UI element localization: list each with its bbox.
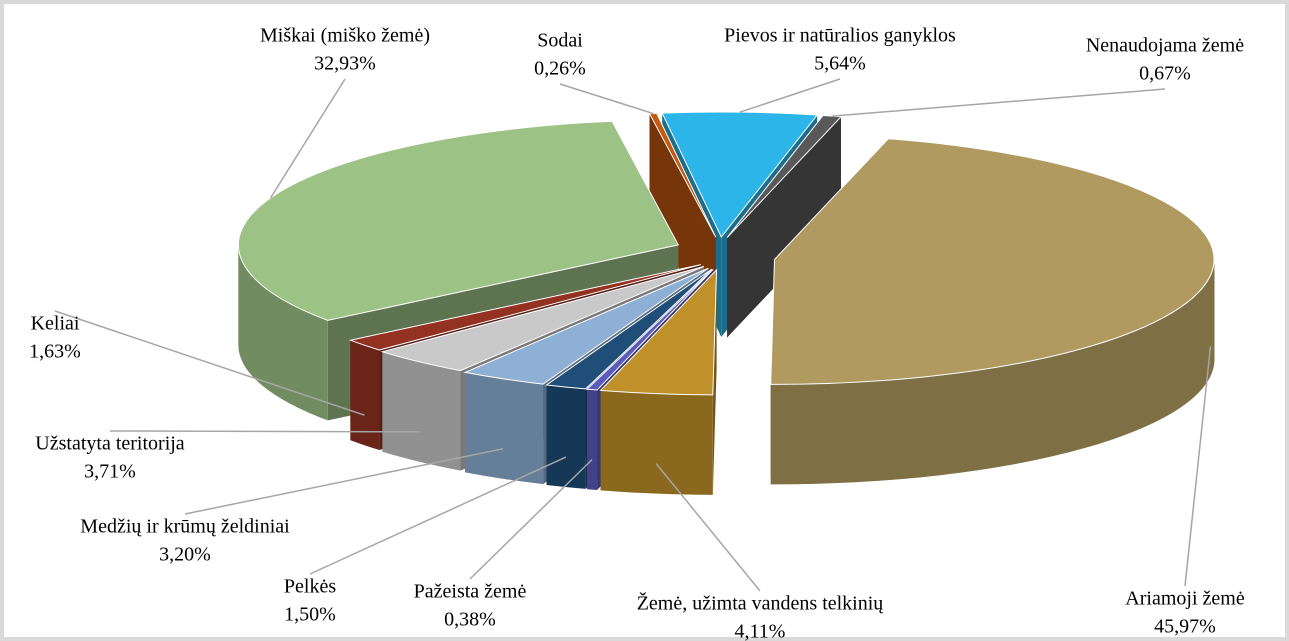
slice bbox=[585, 269, 714, 391]
slice bbox=[661, 111, 819, 238]
slice-label: Keliai bbox=[31, 313, 80, 335]
leader-line bbox=[559, 83, 654, 115]
slice-value-label: 0,67% bbox=[1139, 63, 1191, 85]
slice-value-label: 1,50% bbox=[284, 604, 336, 626]
slice-value-label: 0,26% bbox=[534, 58, 586, 80]
slice-value-label: 32,93% bbox=[314, 53, 376, 75]
slice-value-label: 4,11% bbox=[735, 621, 786, 641]
slice-label: Pievos ir natūralios ganyklos bbox=[724, 25, 956, 47]
slice-side bbox=[350, 340, 380, 450]
slice-label: Užstatyta teritorija bbox=[35, 433, 185, 455]
slice-label: Sodai bbox=[537, 30, 583, 52]
slice-side bbox=[382, 351, 461, 471]
slice-value-label: 1,63% bbox=[29, 341, 81, 363]
slice-value-label: 5,64% bbox=[814, 53, 866, 75]
slice bbox=[545, 268, 713, 390]
slice bbox=[599, 268, 718, 396]
leader-line bbox=[1184, 346, 1212, 587]
leader-line bbox=[832, 88, 1166, 117]
leader-line bbox=[269, 78, 346, 199]
slice-side bbox=[600, 390, 713, 495]
leader-line bbox=[184, 448, 504, 515]
slice bbox=[380, 265, 705, 372]
leader-line bbox=[655, 463, 761, 592]
leader-line bbox=[469, 459, 593, 580]
leader-line bbox=[739, 78, 841, 113]
slice bbox=[726, 114, 843, 238]
slice-label: Miškai (miško žemė) bbox=[260, 25, 430, 47]
slice bbox=[463, 267, 709, 385]
slice-side bbox=[238, 244, 328, 421]
slice-side bbox=[770, 259, 1215, 485]
leader-line bbox=[54, 310, 365, 416]
slice-value-label: 45,97% bbox=[1154, 616, 1216, 638]
slice-value-label: 3,71% bbox=[84, 461, 136, 483]
slice bbox=[348, 264, 702, 351]
slice-label: Medžių ir krūmų želdiniai bbox=[80, 516, 290, 538]
slice-value-label: 3,20% bbox=[159, 544, 211, 566]
slice-label: Pažeista žemė bbox=[414, 581, 527, 603]
slice-value-label: 0,38% bbox=[444, 609, 496, 631]
slice-side bbox=[587, 389, 598, 490]
slice-cut-face bbox=[727, 116, 841, 338]
slice-label: Pelkės bbox=[284, 576, 336, 598]
slice-label: Nenaudojama žemė bbox=[1086, 35, 1244, 57]
slice bbox=[770, 138, 1215, 385]
slice-side bbox=[546, 385, 586, 489]
leader-line bbox=[109, 430, 420, 433]
slice-side bbox=[465, 372, 544, 485]
slice-label: Žemė, užimta vandens telkinių bbox=[637, 592, 885, 615]
slice-label: Ariamoji žemė bbox=[1125, 588, 1245, 610]
leader-line bbox=[309, 456, 567, 575]
